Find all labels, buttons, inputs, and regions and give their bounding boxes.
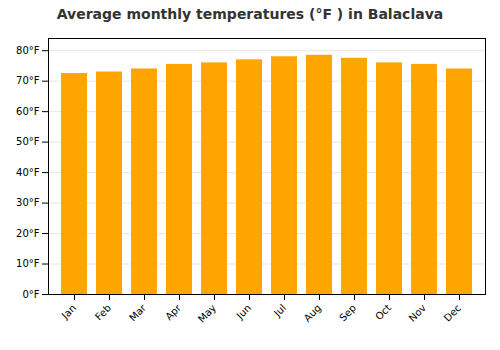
svg-text:10°F: 10°F xyxy=(16,258,40,269)
svg-text:30°F: 30°F xyxy=(16,197,40,208)
svg-text:Jun: Jun xyxy=(234,302,254,322)
svg-text:May: May xyxy=(196,302,218,324)
svg-text:Mar: Mar xyxy=(127,302,149,324)
svg-text:Oct: Oct xyxy=(373,302,393,322)
svg-text:Nov: Nov xyxy=(407,302,429,324)
svg-text:60°F: 60°F xyxy=(16,106,40,117)
svg-text:80°F: 80°F xyxy=(16,45,40,56)
svg-text:Sep: Sep xyxy=(337,302,358,323)
svg-text:Aug: Aug xyxy=(302,302,324,324)
svg-text:70°F: 70°F xyxy=(16,75,40,86)
svg-text:0°F: 0°F xyxy=(22,289,39,300)
svg-text:20°F: 20°F xyxy=(16,228,40,239)
svg-text:Jul: Jul xyxy=(271,302,288,319)
svg-text:40°F: 40°F xyxy=(16,167,40,178)
svg-text:Feb: Feb xyxy=(93,302,113,322)
svg-text:Apr: Apr xyxy=(163,302,184,323)
svg-text:Jan: Jan xyxy=(59,302,78,321)
svg-text:Dec: Dec xyxy=(442,302,463,323)
svg-text:50°F: 50°F xyxy=(16,136,40,147)
html-text:Average monthly temperatures (: Average monthly temperatures (°F ) in Ba… xyxy=(56,6,444,22)
